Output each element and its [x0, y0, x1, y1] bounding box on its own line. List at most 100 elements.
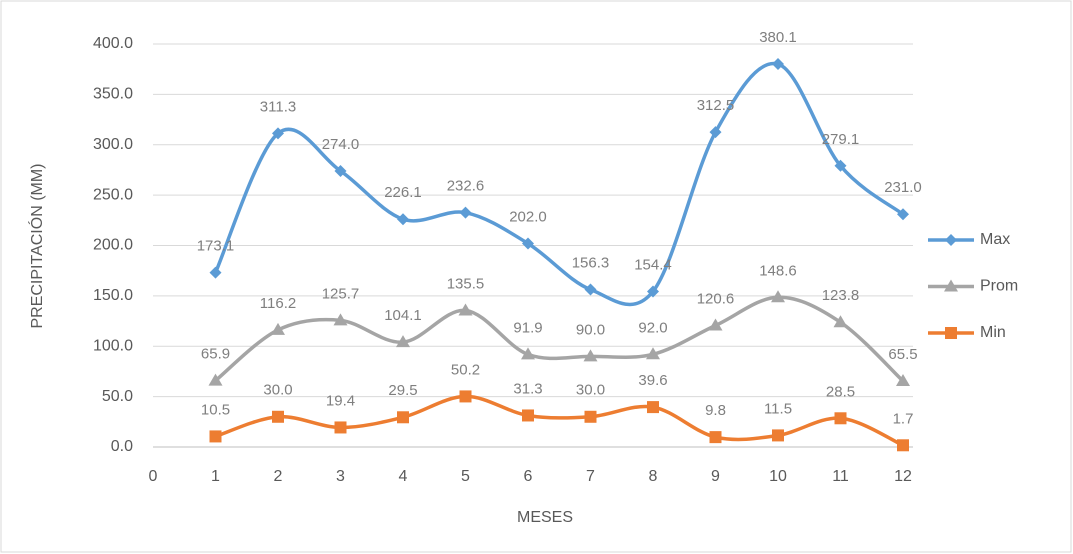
- y-tick-label: 300.0: [93, 136, 133, 153]
- marker: [522, 237, 534, 250]
- x-axis-label: MESES: [517, 509, 573, 526]
- series-line: [214, 394, 904, 447]
- legend-label: Prom: [980, 278, 1018, 295]
- data-label: 39.6: [638, 372, 667, 389]
- data-label: 104.1: [384, 307, 422, 324]
- marker: [945, 234, 957, 246]
- data-label: 19.4: [326, 392, 355, 409]
- x-tick-label: 7: [586, 468, 595, 485]
- marker: [834, 159, 847, 172]
- x-tick-label: 12: [894, 468, 912, 485]
- data-label: 274.0: [322, 136, 360, 153]
- data-label: 91.9: [513, 319, 542, 336]
- y-tick-label: 250.0: [93, 186, 133, 203]
- marker: [771, 290, 785, 303]
- y-tick-label: 150.0: [93, 287, 133, 304]
- marker: [521, 347, 535, 360]
- y-axis-label: PRECIPITACIÓN (MM): [27, 163, 46, 328]
- x-tick-label: 2: [274, 468, 283, 485]
- series-line: [213, 61, 905, 307]
- marker: [709, 431, 722, 444]
- marker: [209, 266, 222, 279]
- marker: [944, 279, 958, 292]
- marker: [522, 409, 534, 422]
- x-tick-label: 6: [524, 468, 533, 485]
- marker: [834, 412, 847, 425]
- data-label: 30.0: [263, 382, 292, 399]
- data-label: 28.5: [826, 383, 855, 400]
- data-label: 232.6: [447, 178, 485, 195]
- data-label: 30.0: [576, 382, 605, 399]
- data-label: 90.0: [576, 321, 605, 338]
- legend-label: Max: [980, 231, 1010, 248]
- x-tick-label: 5: [461, 468, 470, 485]
- marker: [209, 430, 222, 443]
- marker: [583, 349, 598, 362]
- marker: [584, 283, 597, 296]
- y-tick-label: 400.0: [93, 35, 133, 52]
- data-label: 231.0: [884, 179, 922, 196]
- marker: [646, 347, 660, 360]
- data-label: 29.5: [388, 382, 417, 399]
- data-label: 9.8: [705, 402, 726, 419]
- marker: [647, 401, 659, 414]
- marker: [647, 285, 659, 298]
- marker: [897, 439, 909, 452]
- marker: [459, 390, 472, 403]
- x-tick-label: 4: [399, 468, 408, 485]
- marker: [709, 126, 722, 139]
- marker: [772, 58, 784, 71]
- y-tick-label: 0.0: [111, 438, 133, 455]
- marker: [272, 410, 284, 423]
- data-label: 120.6: [697, 290, 735, 307]
- data-label: 156.3: [572, 254, 610, 271]
- marker: [459, 206, 472, 219]
- marker: [772, 429, 784, 442]
- marker: [397, 213, 409, 226]
- data-label: 123.8: [822, 287, 860, 304]
- data-label: 50.2: [451, 361, 480, 378]
- y-tick-label: 50.0: [102, 388, 133, 405]
- x-tick-label: 11: [832, 468, 849, 485]
- data-label: 202.0: [509, 208, 547, 225]
- data-label: 380.1: [759, 29, 797, 46]
- data-label: 312.5: [697, 97, 735, 114]
- marker: [945, 327, 957, 339]
- data-label: 226.1: [384, 184, 422, 201]
- data-label: 1.7: [893, 410, 914, 427]
- marker: [584, 410, 597, 423]
- x-tick-label: 3: [336, 468, 345, 485]
- data-label: 65.9: [201, 346, 230, 363]
- data-label: 148.6: [759, 262, 797, 279]
- series-line: [214, 295, 905, 383]
- marker: [271, 322, 285, 335]
- data-label: 65.5: [888, 346, 917, 363]
- marker: [708, 318, 723, 331]
- data-label: 11.5: [764, 400, 792, 417]
- marker: [897, 208, 909, 221]
- marker: [396, 335, 410, 348]
- y-tick-label: 350.0: [93, 86, 133, 103]
- x-tick-label: 10: [769, 468, 787, 485]
- data-label: 10.5: [201, 401, 230, 418]
- x-tick-label: 8: [649, 468, 658, 485]
- data-label: 125.7: [322, 285, 360, 302]
- y-tick-label: 100.0: [93, 337, 133, 354]
- data-label: 92.0: [638, 319, 667, 336]
- data-label: 31.3: [513, 380, 542, 397]
- data-label: 135.5: [447, 275, 485, 292]
- marker: [458, 303, 473, 316]
- marker: [208, 373, 223, 386]
- data-label: 279.1: [822, 131, 860, 148]
- marker: [397, 411, 409, 424]
- marker: [272, 127, 284, 140]
- marker: [334, 164, 347, 177]
- x-tick-label: 1: [211, 468, 220, 485]
- x-tick-label: 9: [711, 468, 720, 485]
- marker: [833, 315, 848, 328]
- legend-label: Min: [980, 324, 1006, 341]
- marker: [896, 374, 910, 387]
- marker: [333, 313, 348, 326]
